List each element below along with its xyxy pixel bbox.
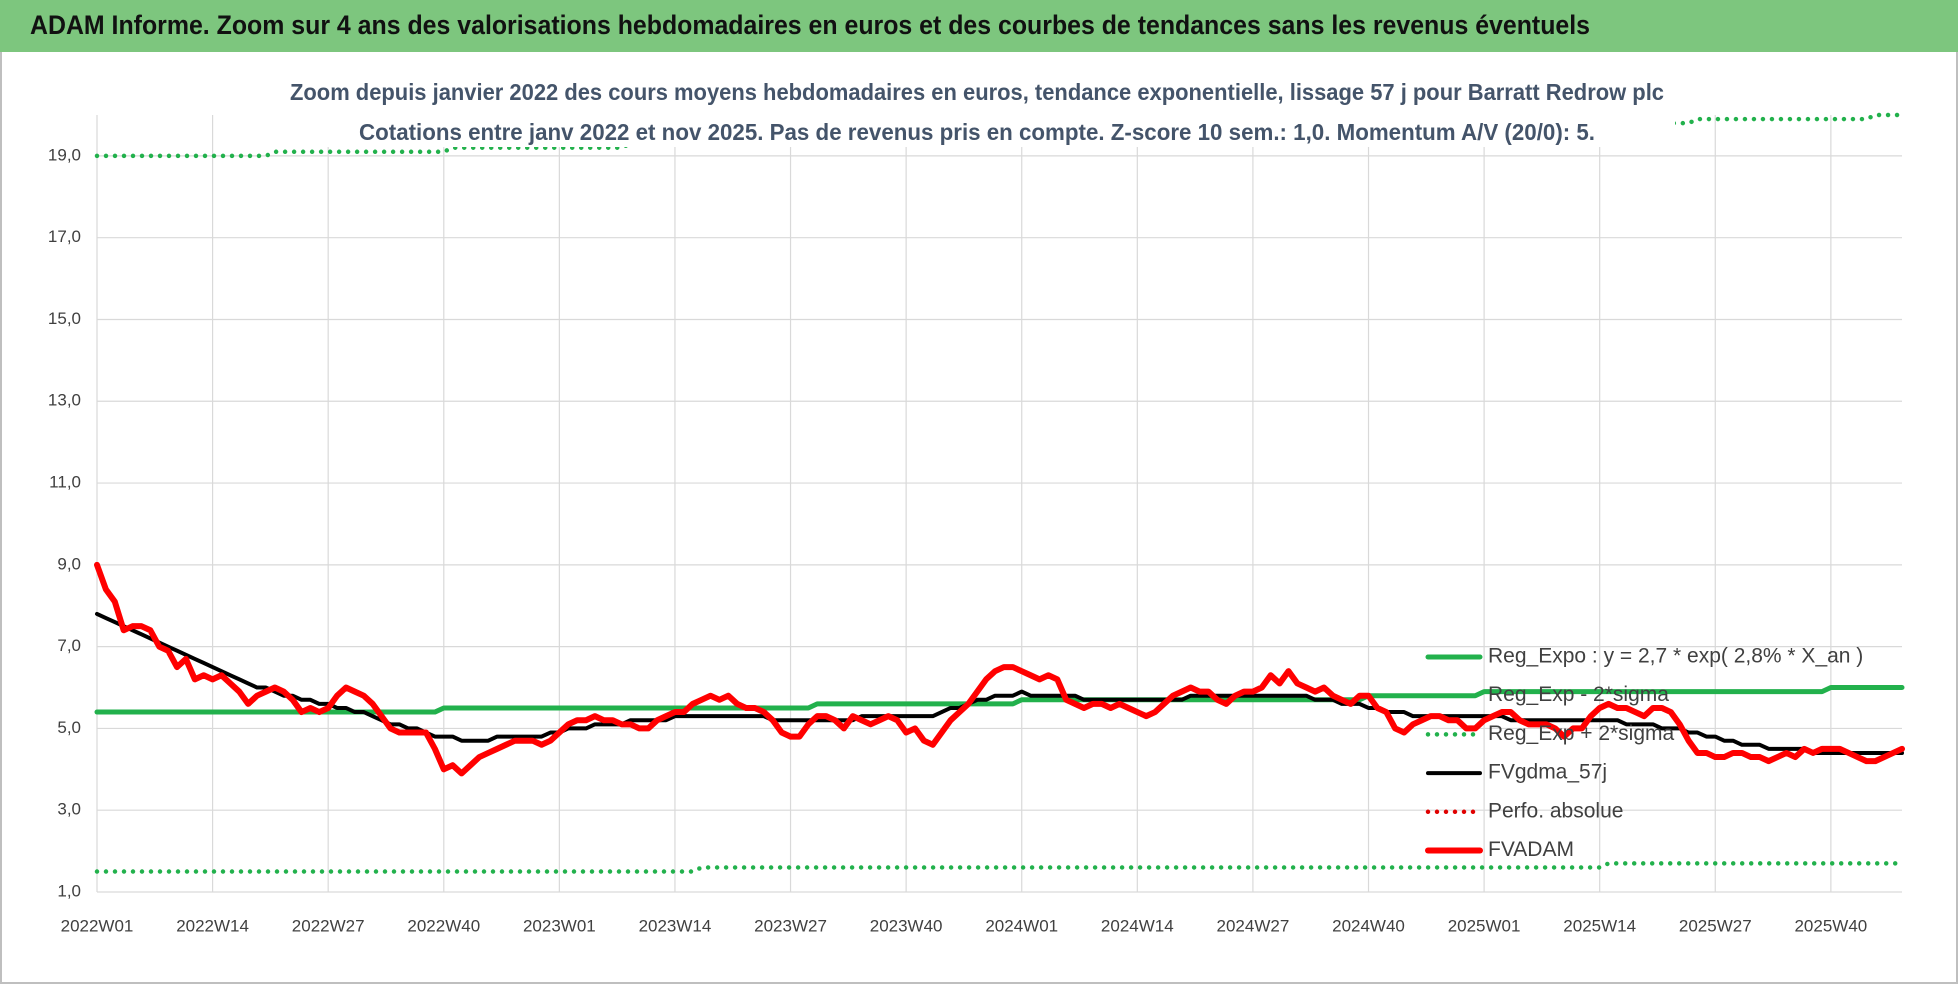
x-tick-label: 2024W01 — [985, 916, 1058, 935]
x-tick-label: 2025W01 — [1448, 916, 1521, 935]
series-line — [95, 611, 1904, 755]
x-tick-label: 2023W14 — [639, 916, 712, 935]
legend-label: FVADAM — [1488, 838, 1574, 861]
legend-label: FVgdma_57j — [1488, 761, 1607, 784]
x-tick-label: 2022W14 — [176, 916, 249, 935]
x-tick-label: 2024W40 — [1332, 916, 1405, 935]
y-tick-label: 9,0 — [57, 554, 81, 573]
subtitle: Zoom depuis janvier 2022 des cours moyen… — [290, 79, 1664, 105]
series-line — [94, 861, 1905, 874]
y-tick-label: 19,0 — [48, 145, 81, 164]
series-line — [94, 685, 1905, 715]
y-tick-label: 11,0 — [49, 473, 81, 492]
title-banner — [0, 0, 1958, 52]
x-tick-label: 2024W27 — [1217, 916, 1290, 935]
y-tick-label: 7,0 — [57, 636, 81, 655]
legend-label: Reg_Exp - 2*sigma — [1488, 683, 1669, 706]
y-tick-label: 3,0 — [57, 800, 81, 819]
x-tick-label: 2025W40 — [1794, 916, 1867, 935]
legend: Reg_Expo : y = 2,7 * exp( 2,8% * X_an ) R… — [1425, 645, 1863, 861]
plot-area: 1,0 3,0 5,0 7,0 9,0 11,0 13,0 15,0 17,0 19,0 2022W… — [48, 112, 1905, 935]
legend-label: Reg_Exp + 2*sigma — [1488, 722, 1675, 745]
x-tick-label: 2023W27 — [754, 916, 827, 935]
y-tick-label: 13,0 — [48, 391, 81, 410]
chart-title: ADAM Informe. Zoom sur 4 ans des valoris… — [30, 10, 1590, 40]
x-tick-label: 2022W40 — [407, 916, 480, 935]
x-tick-label: 2023W01 — [523, 916, 596, 935]
y-tick-label: 5,0 — [57, 718, 81, 737]
legend-label: Perfo. absolue — [1488, 799, 1623, 822]
y-tick-label: 15,0 — [48, 309, 81, 328]
series-line — [94, 561, 1905, 777]
y-tick-label: 17,0 — [48, 227, 81, 246]
legend-label: Reg_Expo : y = 2,7 * exp( 2,8% * X_an ) — [1488, 645, 1863, 668]
x-tick-label: 2025W14 — [1563, 916, 1636, 935]
x-tick-label: 2023W40 — [870, 916, 943, 935]
x-tick-label: 2024W14 — [1101, 916, 1174, 935]
subtitle-background — [287, 76, 1675, 147]
x-tick-label: 2022W27 — [292, 916, 365, 935]
x-tick-label: 2025W27 — [1679, 916, 1752, 935]
subtitle: Cotations entre janv 2022 et nov 2025. P… — [359, 119, 1595, 145]
x-tick-label: 2022W01 — [61, 916, 134, 935]
y-tick-label: 1,0 — [57, 881, 81, 900]
